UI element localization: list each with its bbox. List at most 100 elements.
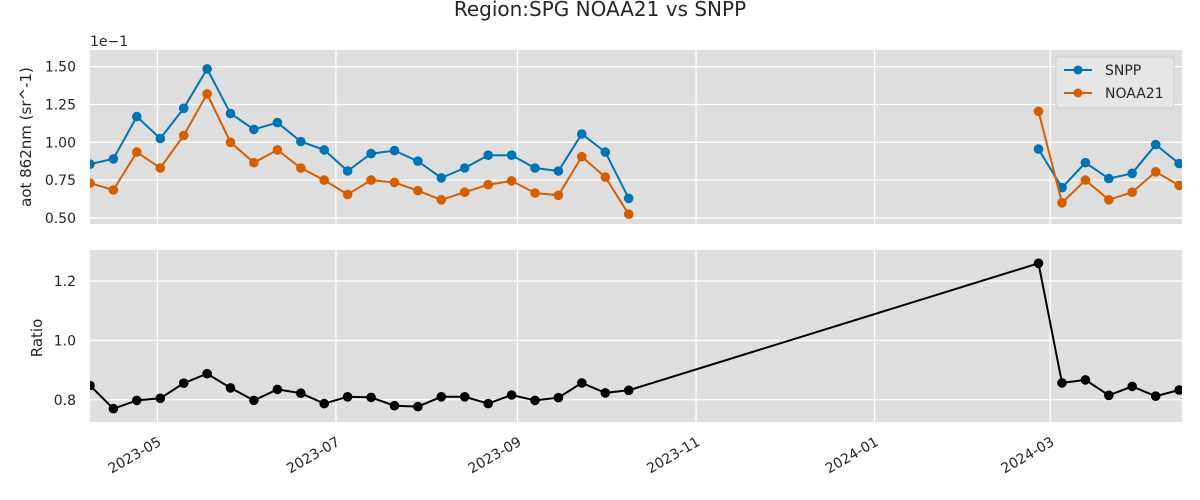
data-point-noaa21	[202, 89, 212, 99]
data-point-snpp	[225, 108, 236, 119]
data-point-noaa21	[272, 145, 283, 155]
bottom-panel: 0.8 1.0 1.2 Ratio	[28, 250, 1182, 422]
top-y-tick-label: 1.50	[45, 60, 76, 76]
top-panel: 0.50 0.75 1.00 1.25 1.50 1e−1 aot 862nm (sr^…	[17, 34, 1182, 227]
data-point-noaa21	[1057, 198, 1067, 208]
data-point-ratio	[600, 388, 611, 398]
top-y-offset-label: 1e−1	[90, 34, 128, 50]
data-point-noaa21	[296, 163, 306, 173]
data-point-noaa21	[1174, 180, 1182, 191]
data-point-ratio	[1080, 375, 1091, 385]
data-point-snpp	[342, 166, 353, 176]
bottom-y-tick-label: 1.0	[54, 333, 76, 349]
data-point-ratio	[1033, 258, 1044, 269]
data-point-noaa21	[132, 147, 142, 157]
data-point-ratio	[577, 378, 587, 388]
data-point-ratio	[90, 380, 95, 391]
data-point-noaa21	[108, 185, 119, 195]
data-point-ratio	[459, 392, 470, 402]
data-point-noaa21	[577, 151, 587, 162]
data-point-snpp	[296, 136, 306, 147]
top-y-tick-labels: 0.50 0.75 1.00 1.25 1.50	[45, 60, 76, 227]
data-point-snpp	[132, 111, 142, 122]
legend-label-noaa21: NOAA21	[1105, 86, 1164, 102]
data-point-snpp	[366, 148, 376, 159]
x-tick-label: 2023-07	[284, 434, 343, 477]
data-point-ratio	[132, 395, 142, 406]
bottom-plot-background	[90, 250, 1182, 422]
top-y-tick-label: 0.75	[45, 173, 76, 189]
data-point-snpp	[178, 103, 189, 114]
series-snpp	[90, 64, 1182, 204]
bottom-y-tick-label: 1.2	[54, 274, 76, 290]
data-point-ratio	[623, 385, 634, 396]
data-point-ratio	[296, 388, 306, 399]
data-point-noaa21	[413, 185, 423, 196]
data-point-ratio	[1150, 391, 1161, 402]
data-point-snpp	[459, 163, 470, 173]
data-point-snpp	[272, 117, 283, 128]
series-noaa21	[90, 89, 1182, 219]
x-tick-label: 2023-09	[466, 434, 525, 477]
data-point-snpp	[155, 133, 166, 144]
data-point-noaa21	[1150, 167, 1161, 177]
data-point-snpp	[1104, 173, 1114, 184]
x-tick-label: 2024-01	[823, 434, 882, 477]
data-point-ratio	[389, 400, 400, 411]
data-point-ratio	[506, 390, 517, 400]
data-point-noaa21	[178, 130, 189, 141]
top-y-tick-label: 0.50	[45, 211, 76, 227]
data-point-noaa21	[249, 157, 259, 168]
x-tick-labels: 2023-05 2023-07 2023-09 2023-11 2024-01 2024-…	[106, 434, 1058, 477]
data-point-snpp	[1033, 144, 1044, 154]
data-point-noaa21	[1127, 187, 1137, 197]
data-point-noaa21	[483, 179, 494, 190]
data-point-snpp	[90, 159, 95, 169]
data-point-ratio	[1174, 385, 1182, 395]
data-point-snpp	[530, 163, 540, 173]
bottom-series	[90, 258, 1182, 414]
data-point-snpp	[483, 150, 494, 160]
bottom-grid	[90, 250, 1182, 422]
data-point-noaa21	[366, 175, 376, 185]
data-point-ratio	[272, 384, 283, 395]
legend-marker-noaa21	[1073, 88, 1083, 98]
data-point-snpp	[1150, 139, 1161, 150]
data-point-noaa21	[342, 189, 353, 200]
data-point-snpp	[600, 147, 611, 157]
top-series	[90, 64, 1182, 219]
data-point-snpp	[506, 150, 517, 160]
data-point-ratio	[1057, 378, 1067, 388]
x-tick-label: 2024-03	[998, 434, 1057, 477]
data-point-snpp	[389, 145, 400, 156]
data-point-noaa21	[389, 177, 400, 188]
data-point-ratio	[413, 401, 423, 412]
data-point-noaa21	[530, 188, 540, 198]
data-point-snpp	[249, 124, 259, 135]
data-point-ratio	[202, 368, 212, 379]
data-point-snpp	[436, 173, 447, 183]
data-point-ratio	[178, 378, 189, 389]
data-point-noaa21	[600, 172, 611, 182]
data-point-noaa21	[436, 195, 447, 205]
data-point-snpp	[1080, 157, 1091, 168]
bottom-y-tick-labels: 0.8 1.0 1.2	[54, 274, 76, 409]
series-line-snpp	[1037, 143, 1182, 190]
top-y-axis-label: aot 862nm (sr^-1)	[17, 67, 35, 207]
data-point-noaa21	[1033, 106, 1044, 117]
top-grid	[90, 50, 1182, 224]
data-point-ratio	[108, 403, 119, 414]
data-point-noaa21	[553, 190, 564, 201]
legend: SNPP NOAA21	[1055, 56, 1175, 109]
data-point-ratio	[553, 392, 564, 403]
data-point-noaa21	[623, 209, 634, 219]
data-point-snpp	[553, 166, 564, 176]
data-point-ratio	[249, 395, 259, 406]
data-point-noaa21	[459, 187, 470, 197]
data-point-ratio	[342, 392, 353, 402]
data-point-noaa21	[506, 176, 517, 186]
legend-marker-snpp	[1073, 65, 1083, 75]
top-plot-background	[90, 50, 1182, 224]
figure-title: Region:SPG NOAA21 vs SNPP	[454, 0, 746, 21]
